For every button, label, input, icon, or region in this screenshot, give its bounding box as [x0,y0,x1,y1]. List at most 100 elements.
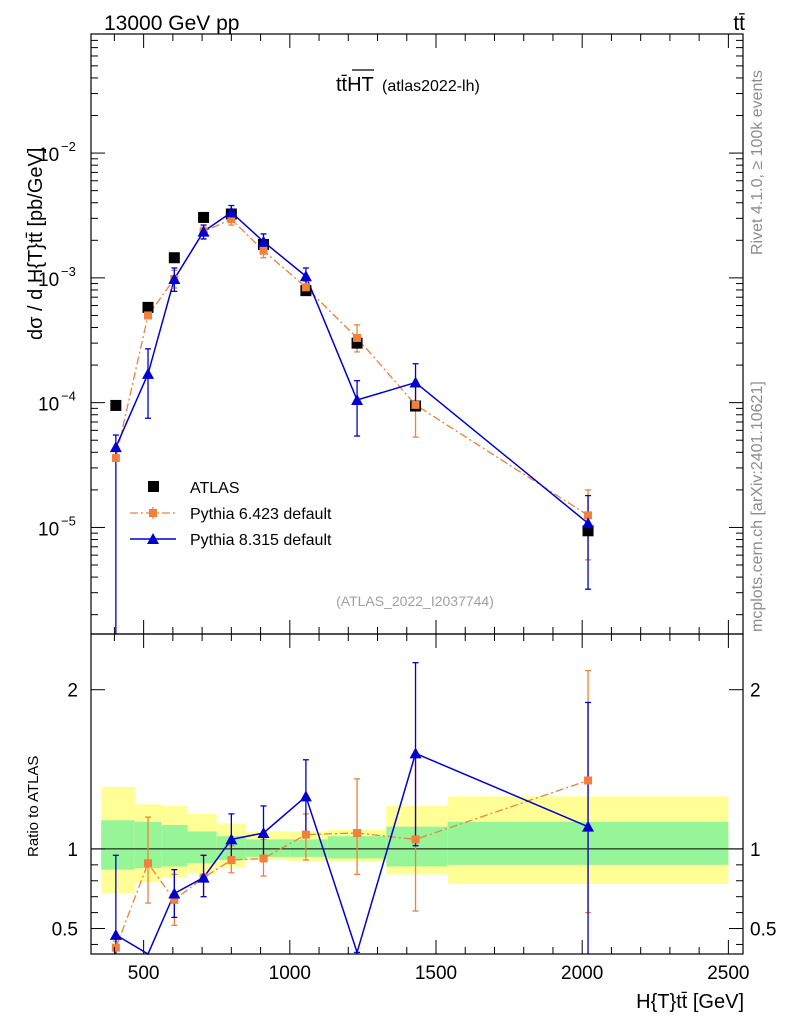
ratio-pythia6-point [584,776,593,785]
ratio-pythia6-point [227,856,236,865]
ratio-band-inner [386,826,448,867]
ratio-ytick-label-right: 0.5 [750,920,776,941]
atlas-point [142,301,154,313]
ratio-pythia6-point [301,830,310,839]
ratio-pythia8-point [409,747,422,759]
atlas-point [198,211,210,223]
analysis-watermark: (ATLAS_2022_I2037744) [336,593,494,609]
xtick-label: 2000 [561,963,603,984]
ratio-bands [101,786,729,894]
main-ytick-label-exp: −3 [61,264,76,279]
ratio-pythia8-line [115,752,589,956]
ratio-ytick-label-left: 1 [67,840,78,861]
xlabel: H{T}tt̄ [GeV] [636,991,744,1013]
ratio-pythia8-point [582,820,595,832]
main-panel: 10−510−410−310−2 tt̄HT (atlas2022-lh) dσ… [25,33,744,635]
ratio-pythia8-point [197,871,210,883]
pythia8-point [109,441,122,453]
pythia8-point [225,206,238,218]
main-ytick-label: 10 [38,519,59,540]
ratio-band-inner [245,839,290,857]
pythia6-point [111,454,120,463]
ratio-ytick-label-right: 2 [750,681,761,702]
pythia8-point [197,225,210,237]
legend-atlas-label: ATLAS [190,480,240,497]
pythia8-point [168,272,181,284]
ratio-data [109,662,595,956]
ratio-band-inner [161,825,188,867]
ratio-band-inner [101,820,135,870]
pythia8-point [299,270,312,282]
ratio-y-tick-labels: 0.5 0.5 1 1 2 2 [52,681,777,941]
ratio-pythia6-line [115,779,589,948]
main-ylabel-text: dσ / d H{T}tt̄ [pb/GeV] [25,148,47,340]
pythia6-point [259,246,268,255]
ratio-band-inner [187,831,217,864]
xtick-label: 1500 [415,963,457,984]
plot-title: tt̄HT [336,74,374,96]
x-tick-labels: 500 1000 1500 2000 2500 [128,963,750,984]
ratio-ytick-label-left: 2 [67,681,78,702]
xtick-label: 2500 [707,963,749,984]
main-ytick-label: 10 [38,270,59,291]
rivet-label: Rivet 4.1.0, ≥ 100k events [749,70,766,255]
ratio-pythia6-point [144,859,153,868]
ratio-band-inner [289,839,328,857]
energy-label: 13000 GeV pp [104,12,239,35]
ratio-pythia8-point [257,827,270,839]
legend: ATLAS Pythia 6.423 default Pythia 8.315 … [130,480,332,549]
xtick-label: 1000 [269,963,311,984]
legend-pythia6-label: Pythia 6.423 default [190,506,332,523]
ratio-ytick-label-left: 0.5 [52,920,78,941]
main-data [109,204,595,634]
main-ytick-label-exp: −5 [61,513,76,528]
pythia6-point [301,283,310,292]
ratio-pythia6-point [111,943,120,952]
ratio-pythia8-point [299,790,312,802]
pythia8-point [351,394,364,406]
main-ytick-label: 10 [38,395,59,416]
pythia8-line [115,211,589,524]
pythia8-point [409,376,422,388]
pythia6-line [115,218,589,516]
ratio-pythia8-point [109,928,122,940]
ratio-panel: 0.5 0.5 1 1 2 2 500 1000 1500 2000 2500 Ratio to … [25,633,777,1013]
ratio-ticks [91,634,743,954]
process-label: tt̄ [733,12,745,35]
legend-pythia6-marker [149,509,157,517]
mcplots-label: mcplots.cern.ch [arXiv:2401.10621] [749,381,766,632]
legend-pythia8-marker [147,533,159,544]
main-frame [90,33,744,635]
ratio-ytick-label-right: 1 [750,840,761,861]
main-ylabel: dσ / d H{T}tt̄ [pb/GeV] [25,148,47,340]
pythia6-point [144,311,153,320]
ratio-frame [90,633,744,955]
ratio-pythia8-point [225,833,238,845]
atlas-point [168,252,180,264]
ratio-ylabel: Ratio to ATLAS [25,756,42,857]
ratio-pythia6-point [411,835,420,844]
pythia6-point [353,333,362,342]
main-y-tick-labels: 10−510−410−310−2 [38,139,76,540]
plot-subtitle: (atlas2022-lh) [382,78,480,95]
xtick-label: 500 [128,963,160,984]
main-ytick-label-exp: −2 [61,139,76,154]
legend-pythia8-label: Pythia 8.315 default [190,532,332,549]
atlas-point [351,337,363,349]
main-ticks [91,33,743,634]
legend-atlas-marker [148,481,159,492]
ratio-ylabel-text: Ratio to ATLAS [25,756,42,857]
atlas-point [582,525,594,537]
ratio-pythia6-point [259,854,268,863]
pythia6-point [411,400,420,409]
pythia8-point [142,367,155,379]
pythia8-point [582,517,595,529]
pythia8-point [257,235,270,247]
pythia6-point [584,511,593,520]
ratio-pythia6-point [353,829,362,838]
ratio-pythia6-point [170,895,179,904]
ratio-pythia8-point [168,887,181,899]
atlas-point [110,399,122,411]
main-ytick-label: 10 [38,145,59,166]
